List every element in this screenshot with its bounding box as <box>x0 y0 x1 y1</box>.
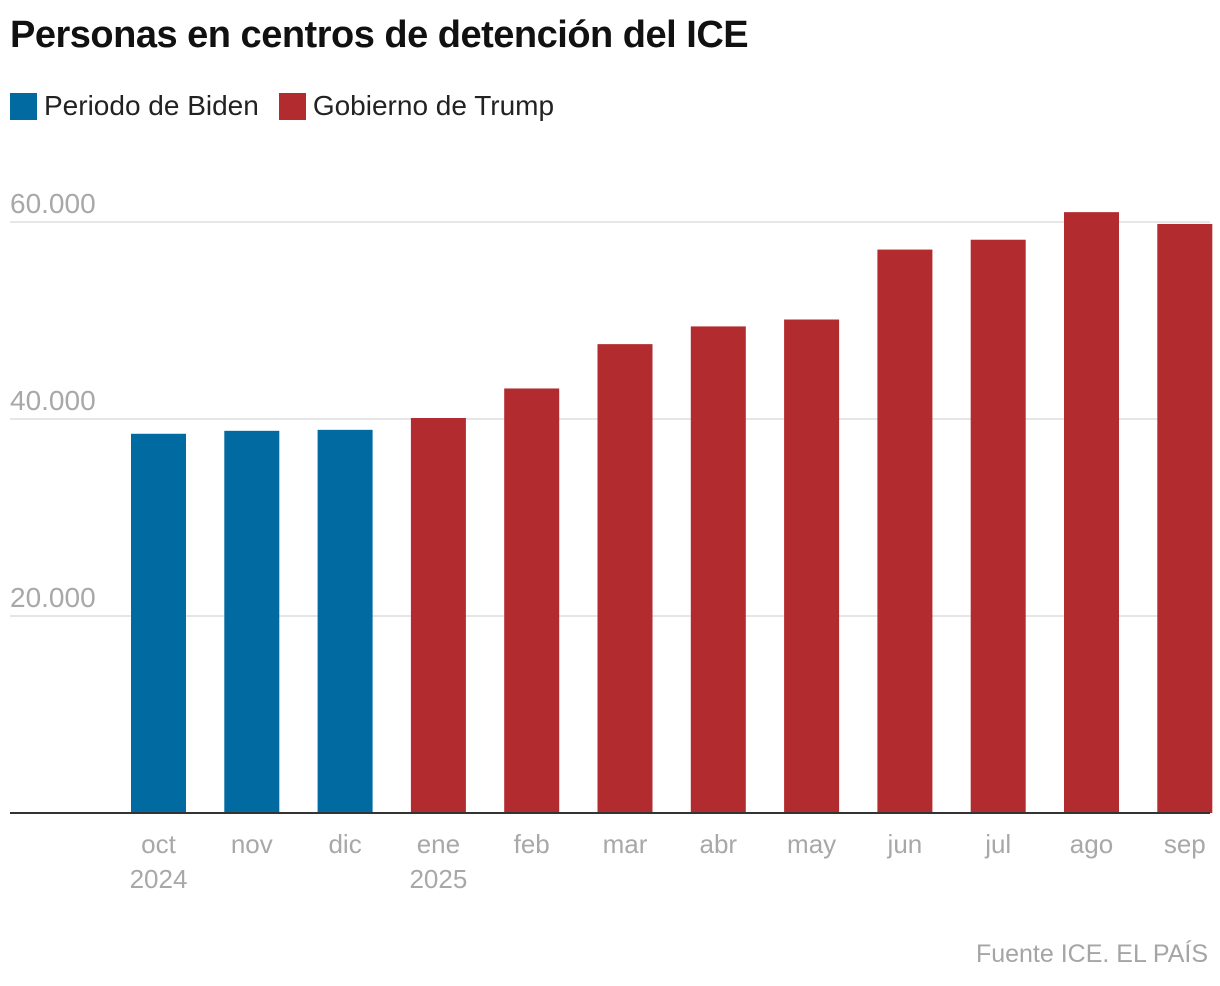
legend-item-biden: Periodo de Biden <box>10 90 259 122</box>
legend-swatch-biden <box>10 92 37 120</box>
bar-jun <box>877 249 933 813</box>
bar-jul <box>970 239 1026 814</box>
x-tick-label: may <box>787 829 836 859</box>
bar-may <box>784 319 840 813</box>
x-tick-label: oct <box>141 829 176 859</box>
bar-nov <box>224 430 280 813</box>
legend: Periodo de Biden Gobierno de Trump <box>10 90 574 122</box>
x-tick-label: mar <box>603 829 648 859</box>
source-note: Fuente ICE. EL PAÍS <box>975 940 1208 968</box>
bar-feb <box>504 388 560 813</box>
x-tick-label: ene <box>417 829 460 859</box>
x-tick-label: jul <box>984 829 1011 859</box>
x-tick-label: abr <box>700 829 738 859</box>
y-tick-label: 40.000 <box>10 385 96 416</box>
legend-label-trump: Gobierno de Trump <box>312 90 555 121</box>
gridlines: 20.000 40.000 60.000 <box>10 188 1210 617</box>
bars <box>131 212 1213 814</box>
x-tick-label: ago <box>1070 829 1113 859</box>
x-tick-year-label: 2024 <box>130 864 188 894</box>
x-axis: oct 2024 nov dic ene 2025 feb mar abr may jun jul ag… <box>10 812 1210 894</box>
bar-sep <box>1157 223 1213 814</box>
chart-title: Personas en centros de detención del ICE <box>10 14 749 56</box>
x-tick-label: feb <box>514 829 550 859</box>
bar-abr <box>690 326 746 813</box>
x-tick-label: jun <box>887 829 923 859</box>
y-tick-label: 60.000 <box>10 188 96 219</box>
x-tick-year-label: 2025 <box>409 864 467 894</box>
x-tick-label: sep <box>1164 829 1206 859</box>
bar-mar <box>597 344 653 813</box>
legend-swatch-trump <box>278 92 306 120</box>
y-tick-label: 20.000 <box>10 582 96 613</box>
bar-oct <box>131 433 186 813</box>
x-tick-label: nov <box>231 829 273 859</box>
bar-ago <box>1064 212 1119 813</box>
legend-item-trump: Gobierno de Trump <box>278 90 555 122</box>
bar-ene <box>410 418 466 813</box>
bar-dic <box>317 429 373 813</box>
legend-label-biden: Periodo de Biden <box>44 90 259 121</box>
x-tick-label: dic <box>328 829 361 859</box>
